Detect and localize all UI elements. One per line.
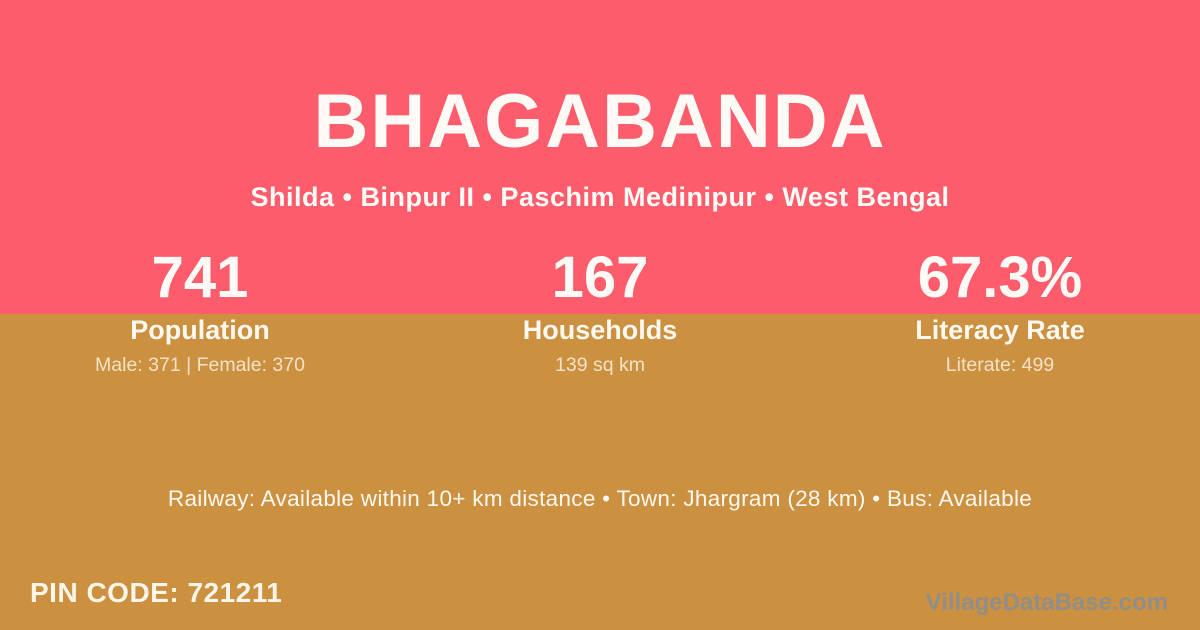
village-title: BHAGABANDA: [313, 79, 887, 164]
households-value: 167: [551, 245, 649, 310]
bottom-band: [0, 314, 1200, 630]
population-detail: Male: 371 | Female: 370: [95, 354, 305, 376]
transport-availability-line: Railway: Available within 10+ km distanc…: [167, 486, 1033, 511]
pin-code: PIN CODE: 721211: [30, 577, 283, 608]
site-watermark: VillageDataBase.com: [925, 589, 1168, 616]
households-detail: 139 sq km: [555, 354, 645, 376]
village-location-breadcrumb: Shilda • Binpur II • Paschim Medinipur •…: [250, 182, 950, 212]
literacy-detail: Literate: 499: [945, 354, 1055, 376]
stat-literacy: 67.3% Literacy Rate Literate: 499: [800, 245, 1200, 377]
top-band: [0, 0, 1200, 314]
population-value: 741: [151, 245, 249, 310]
households-label: Households: [522, 315, 678, 345]
literacy-label: Literacy Rate: [915, 315, 1085, 345]
literacy-value: 67.3%: [917, 245, 1083, 310]
stat-households: 167 Households 139 sq km: [400, 245, 800, 377]
stats-row: 741 Population Male: 371 | Female: 370 1…: [0, 245, 1200, 377]
stat-population: 741 Population Male: 371 | Female: 370: [0, 245, 400, 377]
population-label: Population: [130, 315, 270, 345]
